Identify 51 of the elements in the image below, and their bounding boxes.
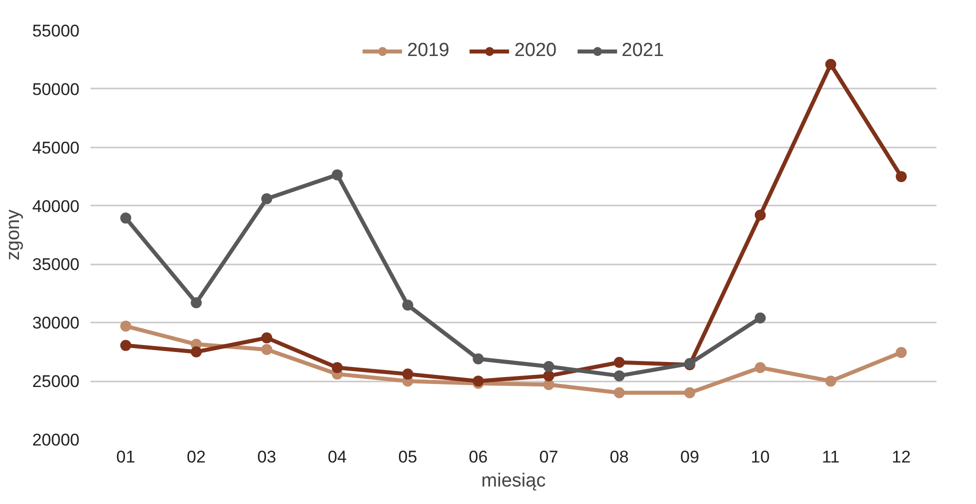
x-tick-label: 03: [257, 448, 276, 466]
x-tick-label: 06: [468, 448, 488, 466]
point: [825, 376, 836, 387]
y-tick-label: 30000: [32, 314, 80, 333]
x-tick-label: 01: [116, 448, 136, 466]
y-tick-label: 20000: [32, 430, 80, 450]
y-tick-label: 25000: [32, 372, 80, 392]
point: [896, 346, 907, 358]
x-tick-label: 12: [892, 448, 911, 466]
point: [120, 212, 132, 224]
x-tick-label: 02: [186, 448, 206, 466]
x-tick-label: 05: [398, 448, 418, 466]
x-tick-label: 10: [750, 448, 770, 466]
point: [543, 370, 554, 382]
legend-label: 2019: [407, 40, 450, 62]
point: [402, 368, 414, 380]
point: [754, 210, 766, 221]
x-axis-title: miesiąc: [481, 470, 546, 492]
point: [614, 356, 625, 368]
point: [754, 362, 766, 374]
point: [614, 370, 625, 382]
point: [896, 171, 907, 182]
point: [825, 58, 836, 70]
x-tick-label: 08: [610, 448, 629, 466]
y-tick-label: 45000: [32, 138, 80, 158]
point: [332, 362, 343, 374]
point: [261, 193, 272, 204]
x-tick-label: 07: [539, 448, 558, 466]
point: [754, 312, 766, 324]
legend-label: 2021: [622, 40, 664, 62]
legend-label: 2020: [514, 40, 557, 62]
point: [684, 387, 696, 398]
point: [472, 353, 484, 364]
y-tick-label: 35000: [32, 255, 80, 274]
x-tick-label: 11: [822, 448, 840, 466]
point: [190, 346, 202, 358]
point: [190, 297, 202, 308]
point: [543, 360, 554, 372]
point: [120, 340, 132, 351]
point: [614, 387, 625, 398]
x-tick-label: 09: [680, 448, 700, 466]
y-axis-title: zgony: [3, 209, 24, 260]
x-tick-label: 04: [328, 448, 347, 466]
y-tick-label: 40000: [32, 196, 80, 216]
point: [332, 169, 343, 180]
y-tick-label: 55000: [32, 22, 80, 40]
point: [261, 332, 272, 344]
y-tick-label: 50000: [32, 80, 80, 99]
point: [261, 344, 272, 356]
point: [402, 300, 414, 311]
point: [120, 320, 132, 332]
